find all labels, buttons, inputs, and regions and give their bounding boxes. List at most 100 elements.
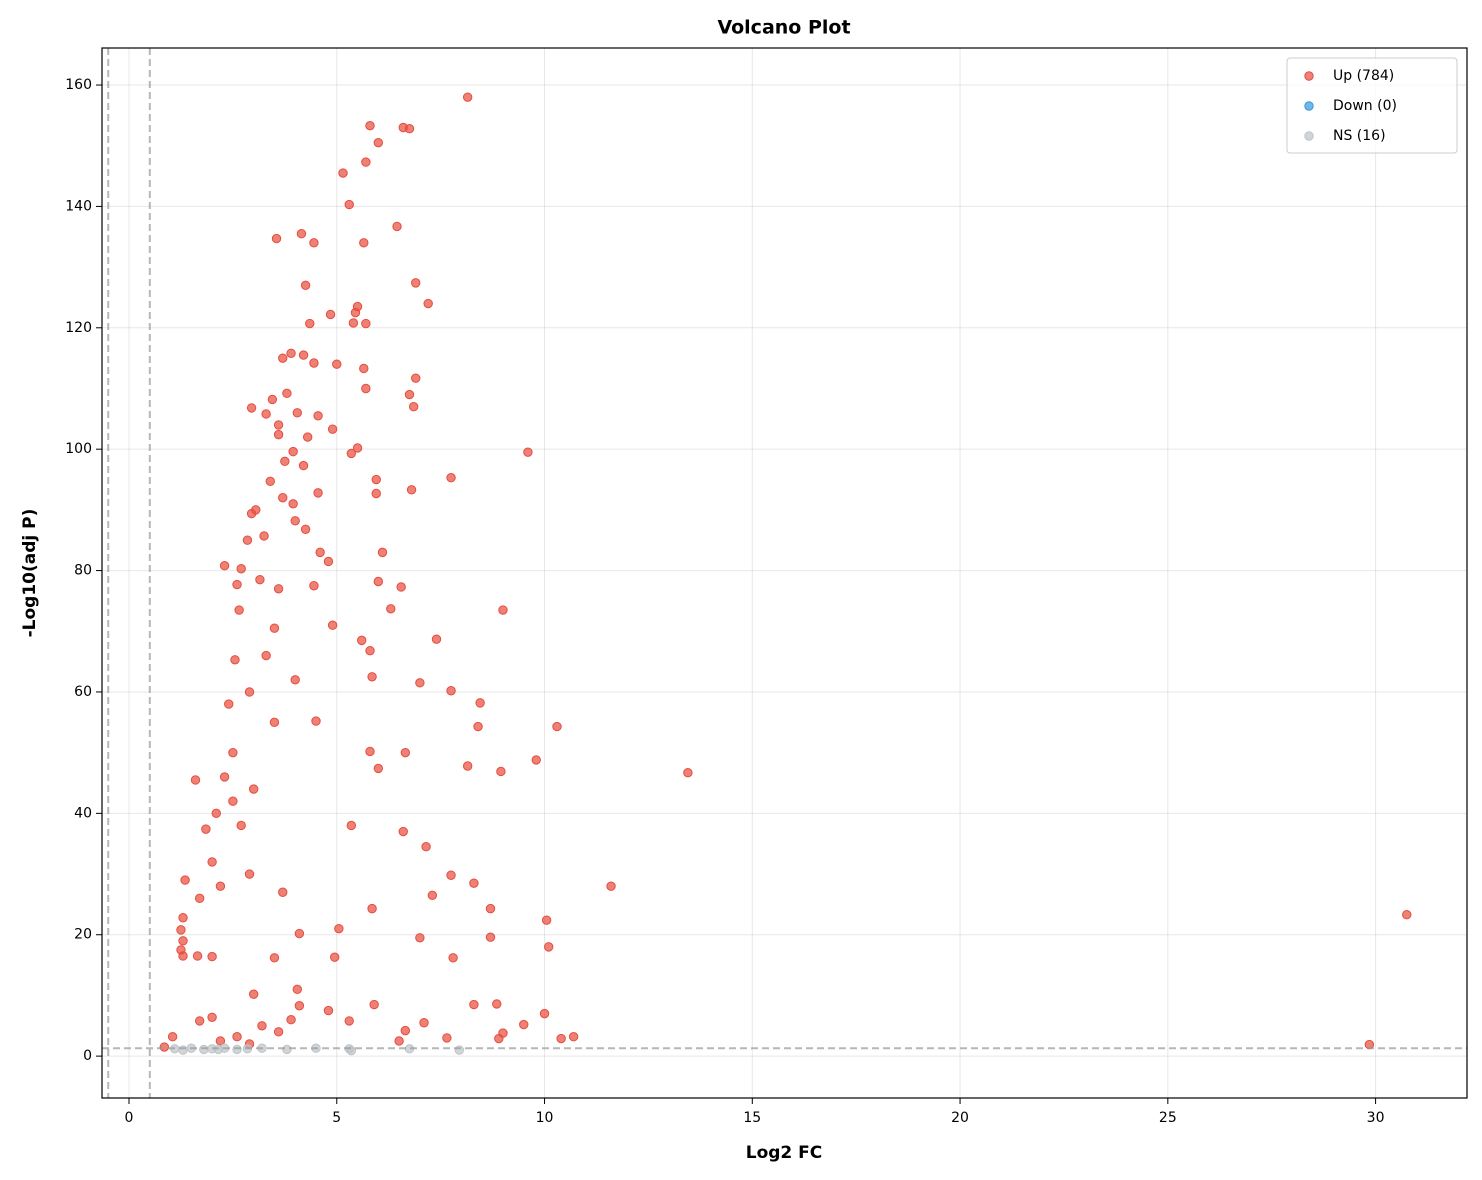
point bbox=[396, 582, 406, 592]
point bbox=[273, 1027, 284, 1037]
point bbox=[446, 473, 456, 483]
point bbox=[400, 747, 411, 758]
point bbox=[408, 401, 419, 412]
point bbox=[334, 923, 344, 934]
point bbox=[373, 576, 384, 587]
point bbox=[298, 350, 309, 360]
point bbox=[269, 623, 280, 633]
point bbox=[246, 508, 257, 519]
y-axis-label: -Log10(adj P) bbox=[20, 509, 40, 638]
point bbox=[421, 842, 431, 852]
point bbox=[427, 890, 438, 900]
x-tick-label: 0 bbox=[125, 1110, 134, 1126]
point bbox=[190, 775, 201, 785]
y-tick-label: 100 bbox=[65, 441, 92, 457]
point bbox=[431, 634, 442, 644]
point bbox=[286, 348, 296, 358]
point bbox=[365, 645, 375, 656]
point bbox=[329, 952, 340, 962]
point bbox=[492, 999, 502, 1009]
point bbox=[207, 951, 217, 962]
point bbox=[369, 999, 379, 1010]
legend-label: NS (16) bbox=[1333, 128, 1386, 144]
point bbox=[350, 307, 361, 318]
point bbox=[290, 516, 300, 526]
x-tick-label: 5 bbox=[332, 1110, 341, 1126]
point bbox=[323, 556, 334, 567]
legend-label: Up (784) bbox=[1333, 68, 1394, 84]
plot-frame bbox=[101, 47, 1468, 1099]
point bbox=[473, 721, 483, 732]
point bbox=[244, 687, 255, 697]
point bbox=[344, 1016, 354, 1026]
point bbox=[556, 1033, 566, 1044]
point bbox=[394, 1036, 404, 1046]
x-tick-label: 25 bbox=[1159, 1110, 1177, 1126]
point bbox=[346, 820, 357, 831]
point bbox=[365, 120, 375, 131]
point bbox=[327, 620, 338, 630]
point bbox=[288, 499, 298, 509]
point bbox=[446, 870, 456, 880]
point bbox=[290, 675, 300, 685]
point bbox=[265, 476, 275, 487]
point bbox=[234, 605, 244, 615]
point bbox=[1402, 910, 1412, 920]
x-tick-label: 30 bbox=[1367, 1110, 1385, 1126]
point bbox=[294, 928, 305, 939]
point bbox=[498, 605, 508, 615]
point bbox=[361, 383, 371, 394]
point bbox=[539, 1008, 550, 1019]
chart-title: Volcano Plot bbox=[717, 17, 850, 39]
point bbox=[236, 820, 246, 831]
point bbox=[309, 581, 319, 591]
point bbox=[286, 1015, 296, 1025]
point bbox=[224, 699, 234, 709]
legend-marker bbox=[1304, 71, 1314, 81]
point bbox=[373, 137, 384, 148]
point bbox=[248, 784, 259, 794]
point bbox=[346, 448, 357, 459]
point bbox=[292, 408, 302, 418]
point bbox=[367, 672, 377, 682]
point bbox=[288, 446, 298, 457]
point bbox=[280, 456, 290, 467]
y-tick-label: 140 bbox=[65, 198, 92, 214]
point bbox=[361, 318, 371, 329]
legend-label: Down (0) bbox=[1333, 98, 1397, 114]
point bbox=[255, 574, 265, 585]
point bbox=[415, 678, 425, 688]
point bbox=[365, 746, 375, 757]
point bbox=[332, 359, 342, 369]
point bbox=[359, 238, 369, 248]
point bbox=[519, 1019, 529, 1030]
point bbox=[300, 280, 311, 291]
point bbox=[315, 547, 325, 558]
point bbox=[180, 875, 190, 885]
point bbox=[419, 1018, 429, 1028]
point bbox=[327, 424, 338, 434]
point bbox=[257, 1021, 267, 1031]
point bbox=[392, 221, 402, 232]
point bbox=[194, 893, 205, 904]
x-tick-label: 15 bbox=[743, 1110, 761, 1126]
point bbox=[269, 717, 280, 728]
x-tick-label: 20 bbox=[951, 1110, 969, 1126]
point bbox=[344, 199, 354, 210]
point bbox=[415, 933, 425, 943]
point bbox=[167, 1031, 178, 1042]
point bbox=[228, 796, 238, 806]
point bbox=[219, 772, 230, 782]
point bbox=[199, 1044, 209, 1055]
point bbox=[371, 488, 381, 499]
point bbox=[192, 951, 203, 961]
point bbox=[543, 942, 554, 952]
point bbox=[261, 650, 271, 661]
point bbox=[406, 485, 417, 495]
point bbox=[267, 394, 278, 405]
point bbox=[309, 358, 319, 368]
point bbox=[292, 984, 302, 995]
point bbox=[278, 887, 288, 897]
point bbox=[462, 761, 473, 771]
point bbox=[309, 238, 319, 248]
